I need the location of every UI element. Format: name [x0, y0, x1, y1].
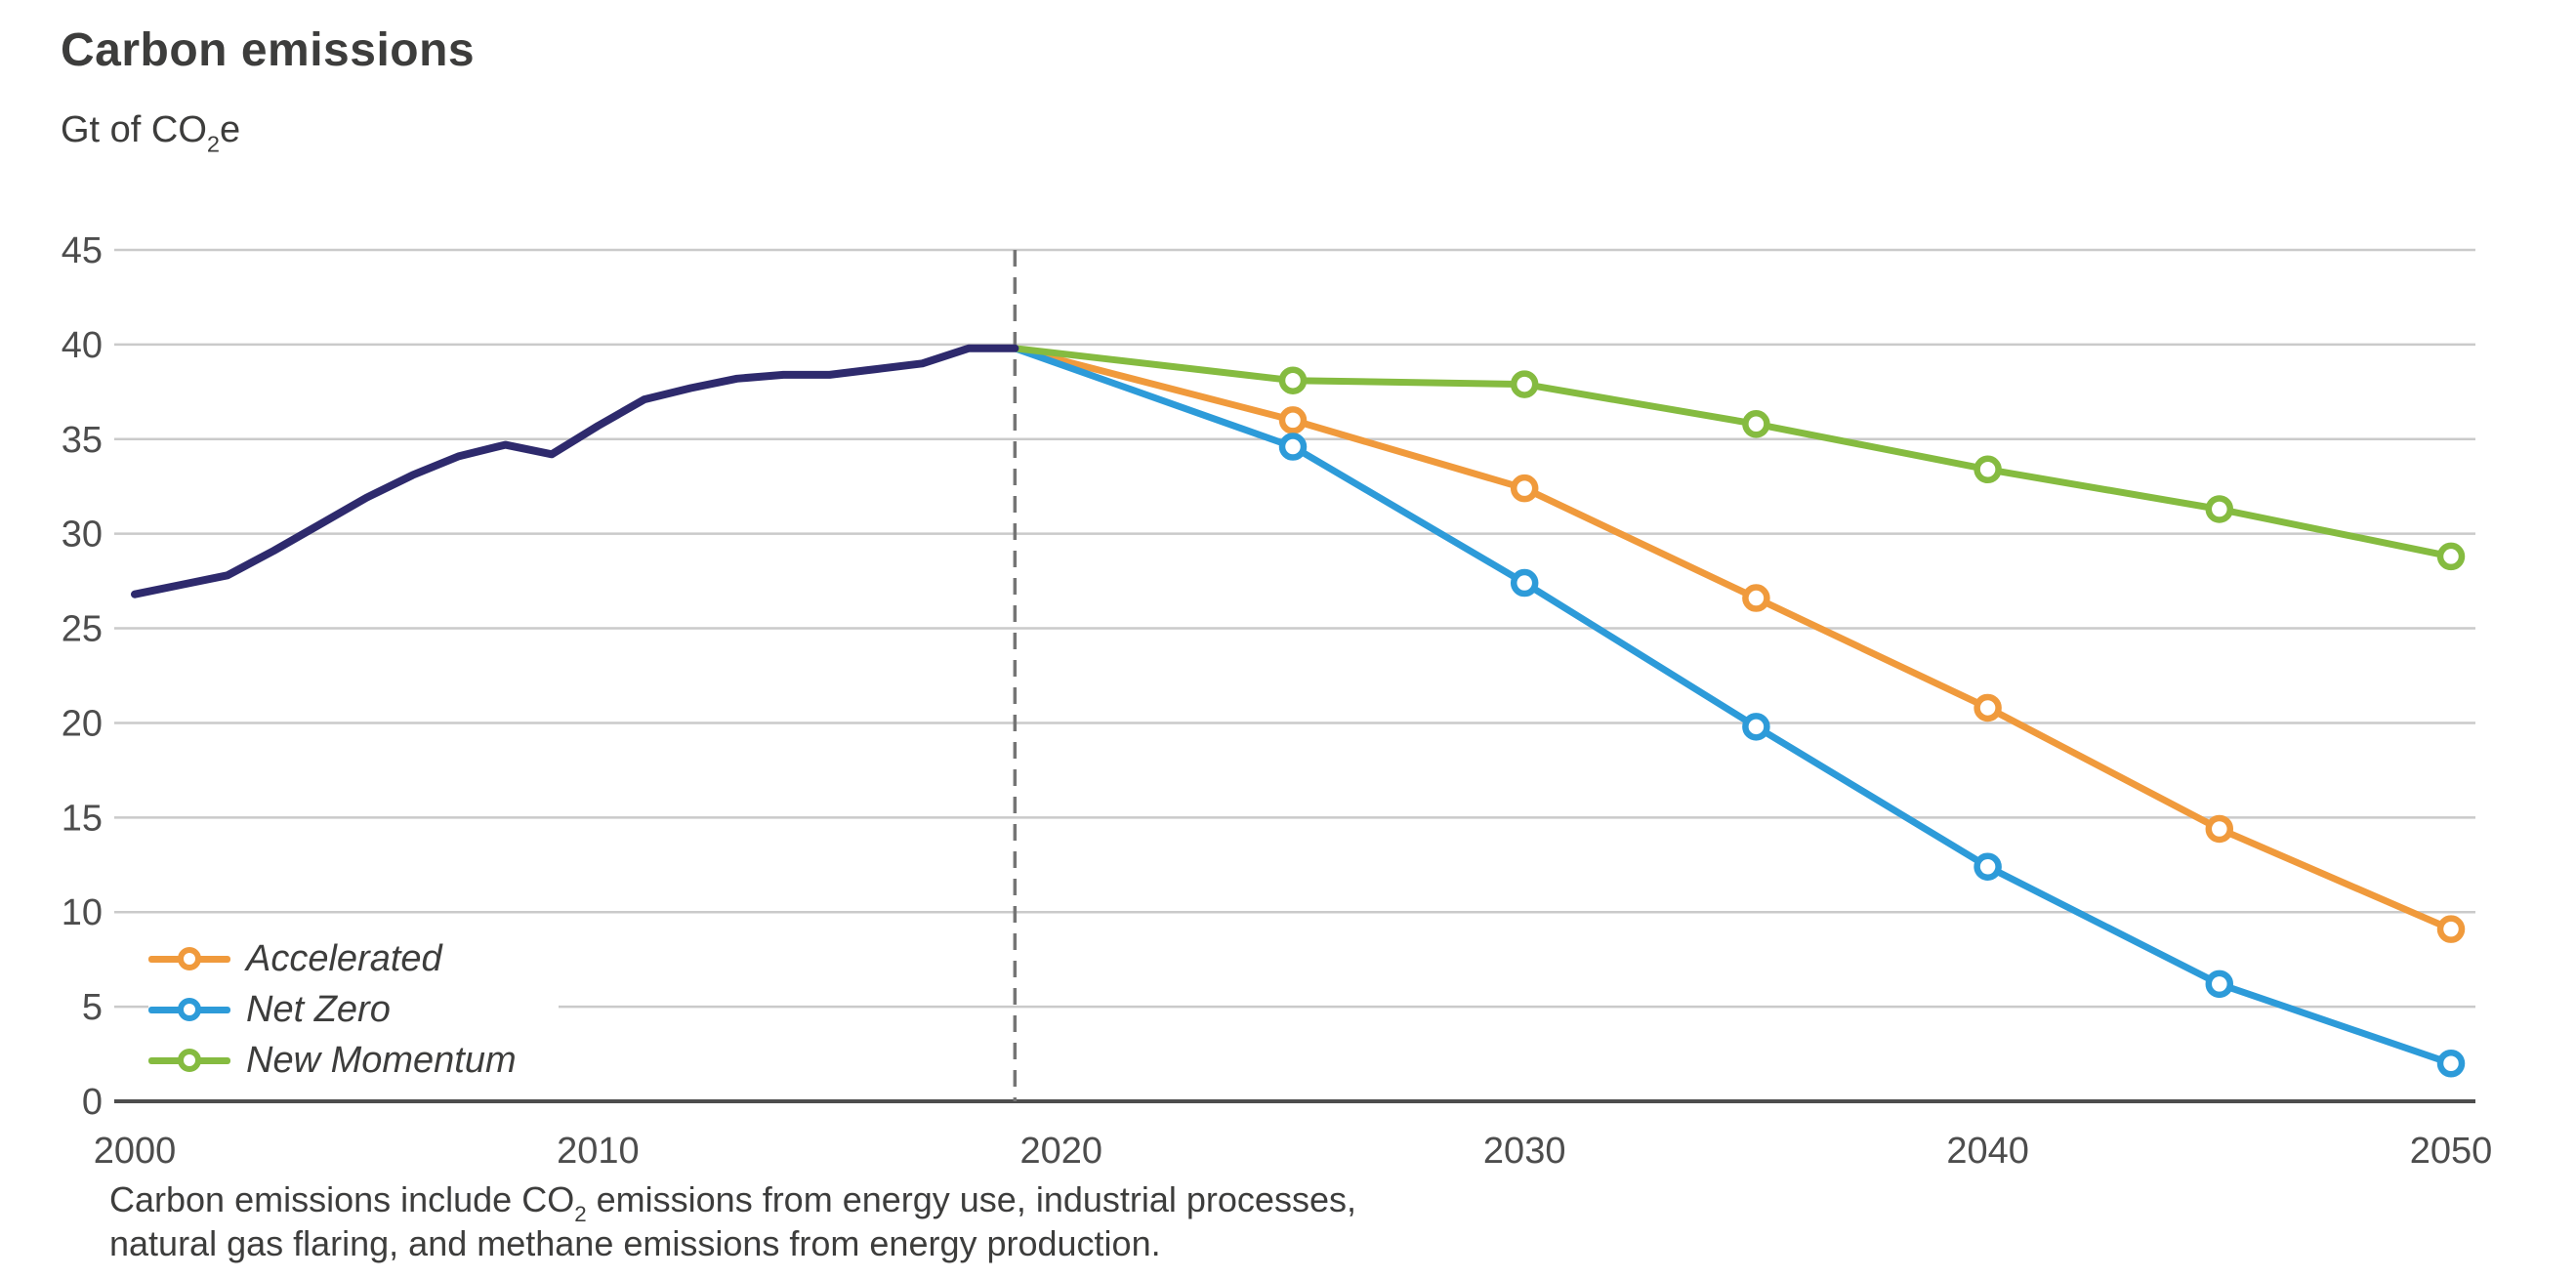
- series-marker-net-zero: [1278, 433, 1308, 461]
- series-marker-new-momentum: [1742, 410, 1770, 438]
- x-tick-label: 2010: [557, 1131, 640, 1172]
- legend-label: Accelerated: [246, 937, 442, 979]
- series-marker-accelerated: [1742, 584, 1770, 612]
- series-marker-new-momentum: [2436, 542, 2466, 571]
- y-tick-label: 30: [62, 515, 103, 556]
- x-tick-label: 2030: [1483, 1131, 1566, 1172]
- series-line-accelerated: [1011, 345, 2455, 933]
- series-marker-net-zero: [2205, 970, 2234, 999]
- legend-item-new-momentum: New Momentum: [148, 1035, 559, 1086]
- y-tick-label: 25: [62, 609, 103, 650]
- y-axis-unit-label: Gt of CO2e: [61, 109, 241, 155]
- series-marker-new-momentum: [1974, 455, 2002, 484]
- chart-footnote: Carbon emissions include CO2 emissions f…: [109, 1177, 1356, 1265]
- unit-suffix: e: [220, 109, 241, 150]
- history-line: [131, 344, 1019, 598]
- y-tick-label: 45: [62, 230, 103, 271]
- x-tick-label: 2040: [1946, 1131, 2029, 1172]
- series-marker-net-zero: [2436, 1049, 2466, 1078]
- y-tick-label: 5: [82, 987, 103, 1028]
- chart-title: Carbon emissions: [61, 24, 476, 76]
- series-marker-new-momentum: [1278, 366, 1308, 394]
- legend-swatch-icon: [148, 946, 230, 971]
- legend-marker-circle: [178, 947, 201, 970]
- series-marker-accelerated: [2205, 814, 2234, 844]
- legend-label: Net Zero: [246, 988, 391, 1030]
- series-marker-net-zero: [1510, 568, 1539, 598]
- series-line-net-zero: [1011, 345, 2455, 1067]
- x-tick-label: 2000: [94, 1131, 177, 1172]
- series-marker-accelerated: [1278, 406, 1308, 434]
- legend-swatch-icon: [148, 1048, 230, 1073]
- footnote-line-2: natural gas flaring, and methane emissio…: [109, 1223, 1161, 1263]
- legend-item-net-zero: Net Zero: [148, 984, 559, 1035]
- legend-marker-circle: [178, 998, 201, 1021]
- series-marker-accelerated: [1974, 693, 2002, 722]
- series-marker-accelerated: [2436, 915, 2466, 943]
- y-tick-label: 0: [82, 1082, 103, 1123]
- series-marker-net-zero: [1974, 852, 2002, 881]
- series-line-new-momentum: [1011, 345, 2455, 560]
- footnote-line-1: Carbon emissions include CO2 emissions f…: [109, 1179, 1356, 1227]
- series-marker-new-momentum: [1510, 370, 1539, 398]
- y-tick-label: 35: [62, 420, 103, 461]
- x-tick-label: 2020: [1020, 1131, 1103, 1172]
- series-marker-new-momentum: [2205, 495, 2234, 523]
- legend-marker-circle: [178, 1049, 201, 1072]
- unit-subscript: 2: [206, 131, 221, 157]
- unit-prefix: Gt of CO: [61, 109, 207, 150]
- series-marker-net-zero: [1742, 713, 1770, 741]
- series-marker-accelerated: [1510, 474, 1539, 503]
- legend-item-accelerated: Accelerated: [148, 933, 559, 984]
- x-tick-label: 2050: [2410, 1131, 2493, 1172]
- y-tick-label: 10: [62, 892, 103, 933]
- y-tick-label: 20: [62, 703, 103, 744]
- y-tick-label: 40: [62, 325, 103, 366]
- y-tick-label: 15: [62, 798, 103, 839]
- chart-legend: Accelerated Net Zero New Momentum: [148, 929, 559, 1092]
- legend-swatch-icon: [148, 997, 230, 1022]
- legend-label: New Momentum: [246, 1039, 517, 1081]
